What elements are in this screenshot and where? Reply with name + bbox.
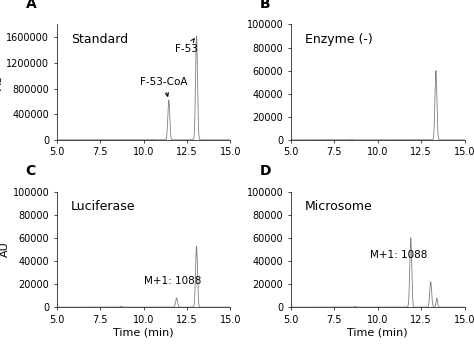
Text: F-53-CoA: F-53-CoA: [140, 77, 188, 96]
Y-axis label: AU: AU: [0, 242, 9, 257]
Text: M+1: 1088: M+1: 1088: [144, 276, 201, 286]
Text: Standard: Standard: [71, 32, 128, 45]
Text: M+1: 1088: M+1: 1088: [370, 250, 428, 260]
Text: D: D: [260, 164, 271, 178]
X-axis label: Time (min): Time (min): [113, 328, 174, 337]
Y-axis label: AU: AU: [0, 74, 3, 90]
Text: Microsome: Microsome: [305, 200, 373, 213]
Text: Enzyme (-): Enzyme (-): [305, 32, 373, 45]
Text: B: B: [260, 0, 271, 10]
Text: Luciferase: Luciferase: [71, 200, 135, 213]
X-axis label: Time (min): Time (min): [347, 328, 408, 337]
Text: F-53: F-53: [175, 39, 198, 54]
Text: A: A: [26, 0, 36, 10]
Text: C: C: [26, 164, 36, 178]
